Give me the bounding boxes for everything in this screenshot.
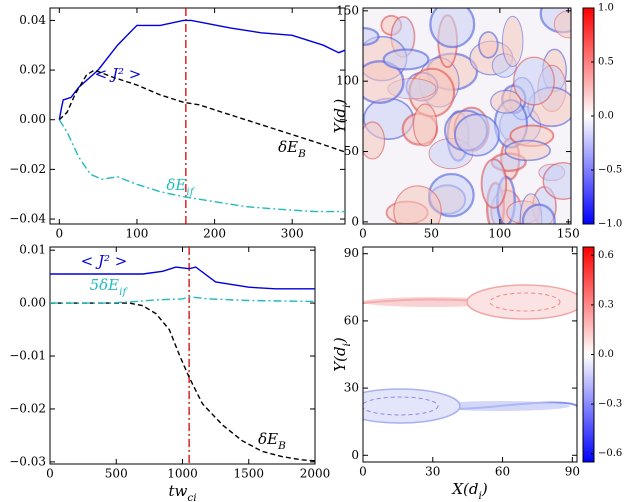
x-tick-label: 0	[46, 467, 54, 481]
field-eddy	[412, 103, 438, 147]
y-tick-label: −0.04	[9, 212, 46, 226]
x-tick-label: 500	[105, 467, 128, 481]
field-eddy	[490, 89, 522, 114]
y-tick-label: 100	[336, 74, 359, 88]
y-tick-label: 0	[351, 448, 359, 462]
x-tick-label: 150	[557, 227, 580, 241]
x-axis-label: twci	[168, 482, 196, 502]
y-tick-label: 0.01	[19, 243, 46, 257]
y-tick-label: 60	[344, 313, 359, 327]
y-tick-label: −0.02	[9, 401, 46, 415]
field-eddy	[513, 56, 555, 106]
field-eddy	[521, 203, 556, 224]
line-series	[58, 119, 345, 213]
colorbar-tick-label: −0.6	[598, 448, 622, 459]
field-eddy	[478, 31, 499, 59]
series-label: < J² >	[95, 65, 142, 83]
y-tick-label: 0.04	[19, 13, 46, 27]
x-axis-label: X(di)	[451, 480, 488, 502]
series-label: δEB	[258, 430, 286, 452]
plot-frame	[49, 7, 346, 225]
field-eddy	[480, 158, 508, 209]
y-tick-label: −0.01	[9, 349, 46, 363]
y-tick-label: 90	[344, 246, 359, 260]
x-tick-label: 0	[55, 227, 63, 241]
x-tick-label: 300	[281, 227, 304, 241]
x-tick-label: 100	[125, 227, 148, 241]
field-eddy	[504, 139, 552, 162]
line-series	[50, 296, 316, 304]
colorbar-tick-label: −1.0	[598, 219, 622, 230]
y-axis-label: Y(di)	[331, 99, 353, 134]
field-pattern	[363, 247, 577, 462]
line-series	[58, 19, 346, 120]
y-tick-label: 30	[344, 381, 359, 395]
y-tick-label: −0.02	[9, 162, 46, 176]
line-series	[50, 266, 315, 290]
x-tick-label: 60	[495, 465, 510, 479]
x-tick-label: 50	[424, 227, 439, 241]
x-tick-label: 90	[565, 465, 580, 479]
colorbar-tick-label: 0.5	[598, 57, 614, 68]
x-tick-label: 100	[488, 227, 511, 241]
colorbar-tick-label: 0.0	[598, 349, 614, 360]
x-tick-label: 30	[425, 465, 440, 479]
field-eddy	[501, 15, 524, 67]
series-label: δEB	[278, 138, 306, 160]
field-pattern	[363, 8, 571, 224]
colorbar-tick-label: 0.3	[598, 299, 614, 310]
field-eddy	[363, 121, 386, 160]
y-tick-label: 0.02	[19, 63, 46, 77]
y-tick-label: 50	[344, 144, 359, 158]
y-tick-label: 0	[351, 214, 359, 228]
colorbar-tick-label: 1.0	[598, 3, 614, 14]
line-series	[50, 302, 316, 462]
y-tick-label: −0.03	[9, 454, 46, 468]
series-label: δEif	[166, 176, 195, 198]
x-tick-label: 1000	[167, 467, 198, 481]
line-series	[58, 69, 346, 153]
field-eddy	[542, 161, 571, 201]
colorbar-tick-label: 0.0	[598, 111, 614, 122]
series-label: < J² >	[81, 252, 128, 270]
field-eddy	[454, 113, 500, 157]
field-eddy	[363, 60, 405, 104]
x-tick-label: 1500	[233, 467, 264, 481]
series-label: 5δEif	[90, 276, 129, 298]
field-eddy	[393, 185, 442, 224]
field-eddy	[382, 48, 430, 71]
y-tick-label: 150	[336, 3, 359, 17]
y-tick-label: 0.00	[19, 296, 46, 310]
y-tick-label: 0.00	[19, 112, 46, 126]
y-axis-label: Y(di)	[331, 337, 353, 372]
x-tick-label: 0	[359, 227, 367, 241]
x-tick-label: 200	[203, 227, 226, 241]
x-tick-label: 2000	[300, 467, 331, 481]
field-eddy	[429, 8, 476, 49]
field-eddy	[553, 10, 571, 39]
colorbar-tick-label: −0.3	[598, 399, 622, 410]
plot-frame	[362, 246, 578, 463]
colorbar-tick-label: −0.5	[598, 165, 622, 176]
plot-frame	[362, 7, 572, 225]
x-tick-label: 0	[359, 465, 367, 479]
colorbar-tick-label: 0.6	[598, 250, 614, 261]
